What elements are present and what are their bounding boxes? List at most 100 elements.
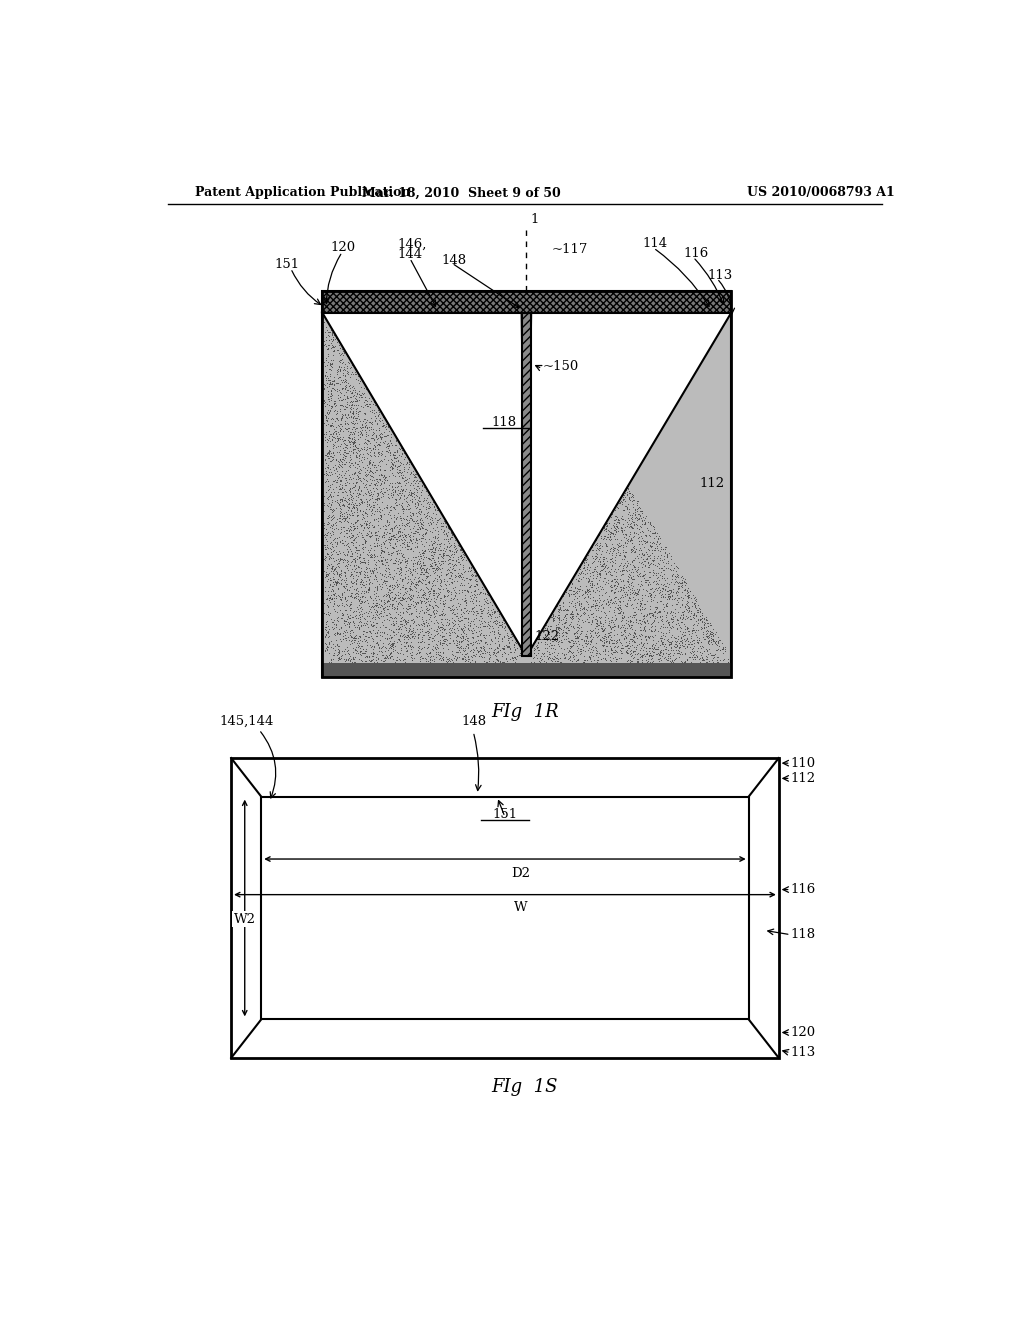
- Point: [622, 587, 638, 609]
- Point: [351, 478, 368, 499]
- Point: [594, 455, 610, 477]
- Point: [429, 638, 445, 659]
- Point: [397, 611, 414, 632]
- Point: [439, 656, 456, 677]
- Point: [575, 598, 592, 619]
- Point: [527, 399, 544, 420]
- Point: [636, 560, 652, 581]
- Point: [327, 421, 343, 442]
- Point: [356, 660, 373, 681]
- Point: [443, 659, 460, 680]
- Point: [369, 487, 385, 508]
- Point: [523, 437, 540, 458]
- Point: [506, 635, 522, 656]
- Point: [603, 630, 620, 651]
- Point: [388, 610, 404, 631]
- Point: [482, 644, 499, 665]
- Point: [677, 585, 693, 606]
- Point: [606, 597, 623, 618]
- Point: [400, 539, 417, 560]
- Point: [551, 610, 567, 631]
- Point: [349, 631, 366, 652]
- Point: [404, 620, 421, 642]
- Point: [369, 413, 385, 434]
- Point: [430, 499, 446, 520]
- Point: [370, 648, 386, 669]
- Point: [316, 379, 333, 400]
- Point: [438, 515, 455, 536]
- Point: [362, 546, 379, 568]
- Point: [529, 541, 546, 562]
- Point: [373, 550, 389, 572]
- Point: [542, 545, 558, 566]
- Point: [571, 405, 588, 426]
- Point: [371, 496, 387, 517]
- Point: [450, 614, 466, 635]
- Point: [440, 614, 457, 635]
- Point: [681, 601, 697, 622]
- Point: [487, 645, 504, 667]
- Point: [467, 638, 483, 659]
- Point: [351, 467, 368, 488]
- Point: [643, 648, 659, 669]
- Point: [439, 651, 456, 672]
- Point: [588, 487, 604, 508]
- Point: [592, 611, 608, 632]
- Point: [530, 368, 547, 389]
- Point: [630, 663, 646, 684]
- Point: [685, 645, 701, 667]
- Point: [531, 446, 548, 467]
- Point: [560, 393, 577, 414]
- Point: [537, 543, 553, 564]
- Point: [438, 609, 455, 630]
- Point: [323, 486, 339, 507]
- Point: [422, 583, 438, 605]
- Point: [395, 442, 412, 463]
- Point: [622, 653, 638, 675]
- Point: [384, 635, 400, 656]
- Point: [715, 638, 731, 659]
- Point: [421, 663, 437, 684]
- Point: [531, 341, 548, 362]
- Point: [343, 453, 359, 474]
- Point: [585, 503, 601, 524]
- Point: [452, 565, 468, 586]
- Point: [439, 635, 456, 656]
- Point: [447, 649, 464, 671]
- Point: [435, 630, 452, 651]
- Point: [407, 520, 423, 541]
- Point: [597, 500, 613, 521]
- Point: [352, 655, 369, 676]
- Point: [703, 660, 720, 681]
- Point: [353, 635, 370, 656]
- Point: [564, 609, 581, 630]
- Point: [377, 560, 393, 581]
- Point: [641, 627, 657, 648]
- Point: [575, 587, 592, 609]
- Point: [587, 420, 603, 441]
- Point: [601, 447, 617, 469]
- Point: [623, 574, 639, 595]
- Point: [589, 615, 605, 636]
- Point: [344, 418, 360, 440]
- Point: [365, 428, 381, 449]
- Point: [373, 546, 389, 568]
- Point: [584, 562, 600, 583]
- Point: [322, 554, 338, 576]
- Point: [331, 366, 347, 387]
- Point: [587, 491, 603, 512]
- Point: [625, 490, 641, 511]
- Point: [694, 648, 711, 669]
- Point: [553, 437, 569, 458]
- Point: [404, 565, 421, 586]
- Point: [638, 572, 654, 593]
- Point: [534, 532, 550, 553]
- Point: [593, 657, 609, 678]
- Point: [532, 465, 549, 486]
- Point: [696, 640, 713, 661]
- Point: [502, 656, 518, 677]
- Point: [589, 590, 605, 611]
- Point: [615, 607, 632, 628]
- Point: [659, 630, 676, 651]
- Point: [336, 399, 352, 420]
